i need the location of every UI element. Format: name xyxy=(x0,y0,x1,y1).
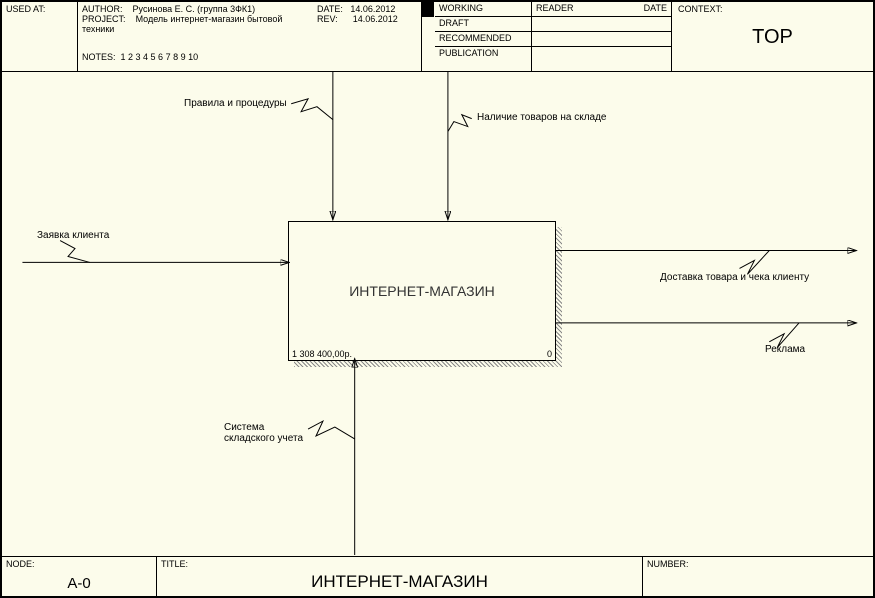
notes-label: NOTES: xyxy=(82,52,116,62)
node-label: NODE: xyxy=(6,559,35,569)
status-draft: DRAFT xyxy=(435,17,531,32)
footer: NODE: A-0 TITLE: ИНТЕРНЕТ-МАГАЗИН NUMBER… xyxy=(2,556,873,596)
project-label: PROJECT: xyxy=(82,14,126,24)
notes-value: 1 2 3 4 5 6 7 8 9 10 xyxy=(121,52,199,62)
number-label: NUMBER: xyxy=(647,559,689,569)
context-label: CONTEXT: xyxy=(678,4,867,14)
reader-label: READER xyxy=(536,3,574,15)
node-value: A-0 xyxy=(6,575,152,592)
mainbox-cost: 1 308 400,00р. xyxy=(292,349,352,359)
main-activity-box: ИНТЕРНЕТ-МАГАЗИН 1 308 400,00р. 0 xyxy=(288,221,556,361)
diagram-area: ИНТЕРНЕТ-МАГАЗИН 1 308 400,00р. 0 Заявка… xyxy=(2,72,873,556)
context-value: TOP xyxy=(678,26,867,49)
status-publication: PUBLICATION xyxy=(435,47,531,62)
mainbox-index: 0 xyxy=(547,349,552,359)
context-column: CONTEXT: TOP xyxy=(672,2,873,71)
title-cell: TITLE: ИНТЕРНЕТ-МАГАЗИН xyxy=(157,557,643,596)
date-label: DATE: xyxy=(317,4,343,14)
number-cell: NUMBER: xyxy=(643,557,873,596)
idef0-frame: USED AT: AUTHOR: Русинова Е. С. (группа … xyxy=(0,0,875,598)
status-recommended: RECOMMENDED xyxy=(435,32,531,47)
usedat-label: USED AT: xyxy=(6,4,45,14)
reader-row xyxy=(532,17,671,32)
status-column: WORKING DRAFT RECOMMENDED PUBLICATION xyxy=(422,2,532,71)
title-value: ИНТЕРНЕТ-МАГАЗИН xyxy=(161,572,638,592)
rev-label: REV: xyxy=(317,14,338,24)
status-marker-icon xyxy=(421,2,434,17)
label-mechanism1: Система складского учета xyxy=(224,422,304,444)
usedat-cell: USED AT: xyxy=(2,2,78,71)
mainbox-title: ИНТЕРНЕТ-МАГАЗИН xyxy=(289,283,555,299)
author-label: AUTHOR: xyxy=(82,4,123,14)
label-output1: Доставка товара и чека клиенту xyxy=(660,272,809,283)
node-cell: NODE: A-0 xyxy=(2,557,157,596)
title-label: TITLE: xyxy=(161,559,188,569)
author-block: AUTHOR: Русинова Е. С. (группа 3ФК1) DAT… xyxy=(78,2,422,71)
reader-row xyxy=(532,32,671,47)
author-value: Русинова Е. С. (группа 3ФК1) xyxy=(133,4,256,14)
reader-date-label: DATE xyxy=(644,3,667,15)
date-value: 14.06.2012 xyxy=(350,4,395,14)
rev-value: 14.06.2012 xyxy=(353,14,398,24)
label-input1: Заявка клиента xyxy=(37,230,109,241)
reader-column: READER DATE xyxy=(532,2,672,71)
label-control1: Правила и процедуры xyxy=(184,98,287,109)
status-working: WORKING xyxy=(435,2,531,17)
label-output2: Реклама xyxy=(765,344,805,355)
reader-row xyxy=(532,47,671,62)
label-control2: Наличие товаров на складе xyxy=(477,112,607,123)
header: USED AT: AUTHOR: Русинова Е. С. (группа … xyxy=(2,2,873,72)
